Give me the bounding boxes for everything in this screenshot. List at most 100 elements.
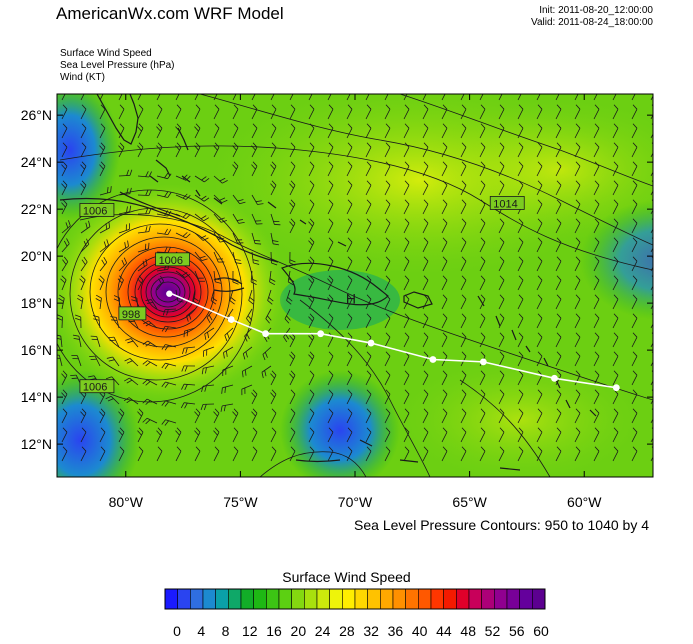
field-label-wind-speed: Surface Wind Speed: [60, 48, 152, 59]
wind-barb-flag: [594, 408, 600, 414]
wind-barb-staff: [555, 242, 562, 253]
wind-barb-flag: [288, 281, 294, 286]
wind-barb-flag: [157, 446, 163, 452]
calm-area-florida: [57, 94, 120, 220]
wind-barb-staff: [365, 185, 372, 196]
wind-barb-flag: [138, 104, 144, 110]
wind-barb-flag: [385, 199, 391, 205]
wind-barb-flag: [327, 278, 332, 284]
wind-barb-flag: [145, 171, 149, 177]
wind-barb-flag: [127, 240, 129, 247]
wind-barb-flag: [261, 372, 264, 379]
wind-barb-staff: [164, 308, 177, 311]
wind-barb-flag: [347, 408, 353, 414]
wind-barb-flag: [289, 183, 294, 189]
wind-barb-staff: [165, 419, 177, 424]
wind-barb-flag: [308, 221, 313, 227]
wind-barb-staff: [289, 356, 296, 367]
wind-barb-flag: [271, 262, 278, 266]
wind-barb-staff: [80, 94, 85, 101]
wind-barb-staff: [270, 94, 275, 101]
wind-barb-flag: [537, 256, 543, 262]
wind-barb-staff: [441, 356, 448, 367]
wind-barb-flag: [499, 180, 505, 186]
wind-barb-staff: [631, 109, 638, 120]
wind-barb-staff: [327, 185, 334, 196]
wind-barb-flag: [442, 313, 448, 319]
wind-barb-staff: [206, 308, 215, 318]
wind-barb-staff: [479, 223, 486, 234]
wind-barb-staff: [194, 147, 201, 158]
wind-barb-staff: [99, 451, 106, 462]
wind-barb-flag: [125, 338, 132, 341]
wind-barb-flag: [423, 370, 429, 376]
wind-barb-flag: [270, 392, 275, 398]
wind-barb-flag: [366, 332, 372, 338]
wind-barb-flag: [423, 104, 429, 110]
wind-barb-staff: [76, 355, 82, 367]
wind-barb-flag: [461, 389, 467, 395]
wind-barb-flag: [328, 294, 334, 300]
wind-barb-flag: [518, 237, 524, 243]
wind-barb-flag: [100, 427, 106, 433]
wind-barb-staff: [574, 109, 581, 120]
wind-barb-flag: [164, 228, 168, 235]
wind-barb-flag: [385, 237, 391, 243]
wind-barb-flag: [632, 427, 638, 433]
wind-barb-flag: [234, 259, 241, 261]
wind-barb-flag: [290, 142, 296, 148]
wind-barb-flag: [366, 104, 372, 110]
wind-barb-staff: [593, 166, 600, 177]
wind-barb-staff: [441, 261, 448, 272]
wind-barb-flag: [461, 237, 467, 243]
wind-barb-flag: [269, 281, 276, 286]
wind-barb-staff: [441, 432, 448, 443]
wind-barb-staff: [156, 432, 163, 443]
wind-barb-staff: [422, 432, 429, 443]
wind-barb-flag: [404, 123, 410, 129]
wind-barb-flag: [137, 411, 142, 417]
wind-barb-staff: [517, 318, 524, 329]
wind-barb-flag: [137, 430, 142, 436]
wind-barb-staff: [422, 394, 429, 405]
colorbar-swatch: [354, 588, 368, 610]
wind-barb-flag: [442, 104, 448, 110]
wind-barb-staff: [137, 248, 149, 253]
wind-barb-flag: [289, 373, 294, 379]
wind-barb-staff: [498, 109, 505, 120]
wind-barb-flag: [164, 363, 169, 370]
wind-barb-flag: [118, 145, 123, 151]
wind-barb-flag: [537, 142, 543, 148]
wind-barb-flag: [148, 225, 151, 232]
wind-barb-flag: [366, 408, 372, 414]
wind-barb-flag: [252, 389, 258, 395]
wind-barb-flag: [214, 408, 220, 414]
wind-barb-flag: [251, 392, 256, 398]
wind-barb-staff: [289, 94, 294, 101]
storm-track-point: [429, 356, 437, 363]
wind-barb-flag: [233, 427, 239, 433]
wind-barb-flag: [167, 192, 172, 198]
wind-barb-staff: [346, 204, 353, 215]
wind-barb-staff: [99, 191, 111, 196]
wind-barb-staff: [94, 355, 101, 367]
colorbar-label: 56: [509, 623, 525, 639]
wind-barb-staff: [403, 280, 410, 291]
wind-barb-staff: [61, 432, 68, 443]
wind-barb-flag: [241, 371, 244, 378]
wind-barb-staff: [479, 242, 486, 253]
wind-barb-flag: [57, 354, 60, 356]
wind-barb-flag: [119, 104, 125, 110]
colorbar-swatch: [430, 588, 444, 610]
colorbar-swatch: [164, 588, 178, 610]
wind-barb-staff: [479, 394, 486, 405]
wind-barb-flag: [289, 354, 294, 360]
wind-barb-flag: [162, 309, 166, 316]
wind-barb-flag: [537, 180, 543, 186]
wind-barb-flag: [632, 237, 638, 243]
coastlines: [59, 94, 597, 471]
wind-barb-flag: [462, 86, 466, 90]
wind-barb-staff: [593, 413, 600, 424]
wind-barb-flag: [423, 446, 429, 452]
lon-tick-label: 60°W: [567, 494, 602, 510]
